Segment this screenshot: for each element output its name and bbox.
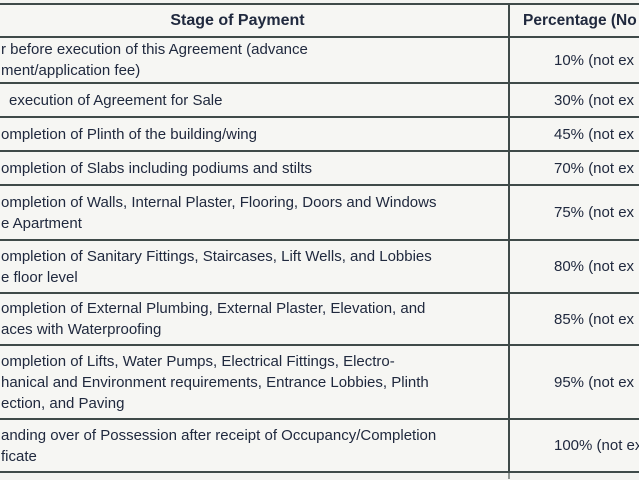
stage-cell: ompletion of Sanitary Fittings, Staircas… bbox=[0, 241, 510, 292]
stage-line: ompletion of Plinth of the building/wing bbox=[1, 125, 257, 143]
percentage-cell: 85% (not ex bbox=[554, 310, 635, 328]
stage-line: r before execution of this Agreement (ad… bbox=[1, 41, 308, 58]
stage-line: execution of Agreement for Sale bbox=[9, 91, 223, 109]
stage-line: ment/application fee) bbox=[1, 62, 141, 79]
table-row: ompletion of Slabs including podiums and… bbox=[0, 152, 639, 186]
stage-cell: execution of Agreement for Sale bbox=[0, 84, 510, 116]
stage-line: ompletion of External Plumbing, External… bbox=[1, 300, 426, 317]
table-row: r before execution of this Agreement (ad… bbox=[0, 38, 639, 84]
table-row: ompletion of Sanitary Fittings, Staircas… bbox=[0, 241, 639, 294]
stage-line: e floor level bbox=[1, 268, 78, 286]
stage-cell: ompletion of Plinth of the building/wing bbox=[0, 118, 510, 150]
payment-schedule-table: Stage of Payment Percentage (No r before… bbox=[0, 3, 639, 473]
table-row: ompletion of Lifts, Water Pumps, Electri… bbox=[0, 346, 639, 420]
percentage-cell: 75% (not ex bbox=[554, 204, 635, 221]
stage-line: ection, and Paving bbox=[1, 394, 125, 412]
stage-line: anding over of Possession after receipt … bbox=[1, 426, 437, 444]
table-row: execution of Agreement for Sale 30% (not… bbox=[0, 84, 639, 118]
column-divider-stub bbox=[508, 473, 510, 479]
stage-cell: anding over of Possession after receipt … bbox=[0, 420, 510, 471]
stage-cell: ompletion of Slabs including podiums and… bbox=[0, 152, 510, 184]
stage-line: ompletion of Slabs including podiums and… bbox=[1, 159, 313, 177]
table-row: anding over of Possession after receipt … bbox=[0, 420, 639, 473]
stage-line: ompletion of Lifts, Water Pumps, Electri… bbox=[1, 352, 395, 370]
percentage-cell: 45% (not ex bbox=[554, 125, 635, 143]
stage-column-header: Stage of Payment bbox=[0, 5, 510, 36]
percentage-cell: 95% (not ex bbox=[554, 373, 635, 391]
stage-line: e Apartment bbox=[1, 214, 82, 232]
stage-cell: r before execution of this Agreement (ad… bbox=[0, 38, 510, 82]
table-row: ompletion of Walls, Internal Plaster, Fl… bbox=[0, 186, 639, 241]
stage-line: ficate bbox=[1, 447, 37, 465]
stage-cell: ompletion of Lifts, Water Pumps, Electri… bbox=[0, 346, 510, 418]
percentage-cell: 10% (not ex bbox=[554, 51, 635, 69]
stage-line: hanical and Environment requirements, En… bbox=[1, 373, 429, 391]
percentage-cell: 70% (not ex bbox=[554, 159, 635, 177]
table-row: ompletion of Plinth of the building/wing… bbox=[0, 118, 639, 152]
stage-line: ompletion of Walls, Internal Plaster, Fl… bbox=[1, 193, 437, 211]
stage-cell: ompletion of Walls, Internal Plaster, Fl… bbox=[0, 186, 510, 239]
table-row: ompletion of External Plumbing, External… bbox=[0, 294, 639, 346]
stage-line: aces with Waterproofing bbox=[1, 321, 162, 338]
stage-line: ompletion of Sanitary Fittings, Staircas… bbox=[1, 247, 432, 265]
percentage-cell: 100% (not ex bbox=[554, 437, 639, 454]
stage-cell: ompletion of External Plumbing, External… bbox=[0, 294, 510, 344]
percentage-cell: 80% (not ex bbox=[554, 258, 635, 275]
percentage-cell: 30% (not ex bbox=[554, 91, 635, 109]
percentage-column-header: Percentage (No bbox=[523, 11, 637, 29]
table-header-row: Stage of Payment Percentage (No bbox=[0, 5, 639, 38]
